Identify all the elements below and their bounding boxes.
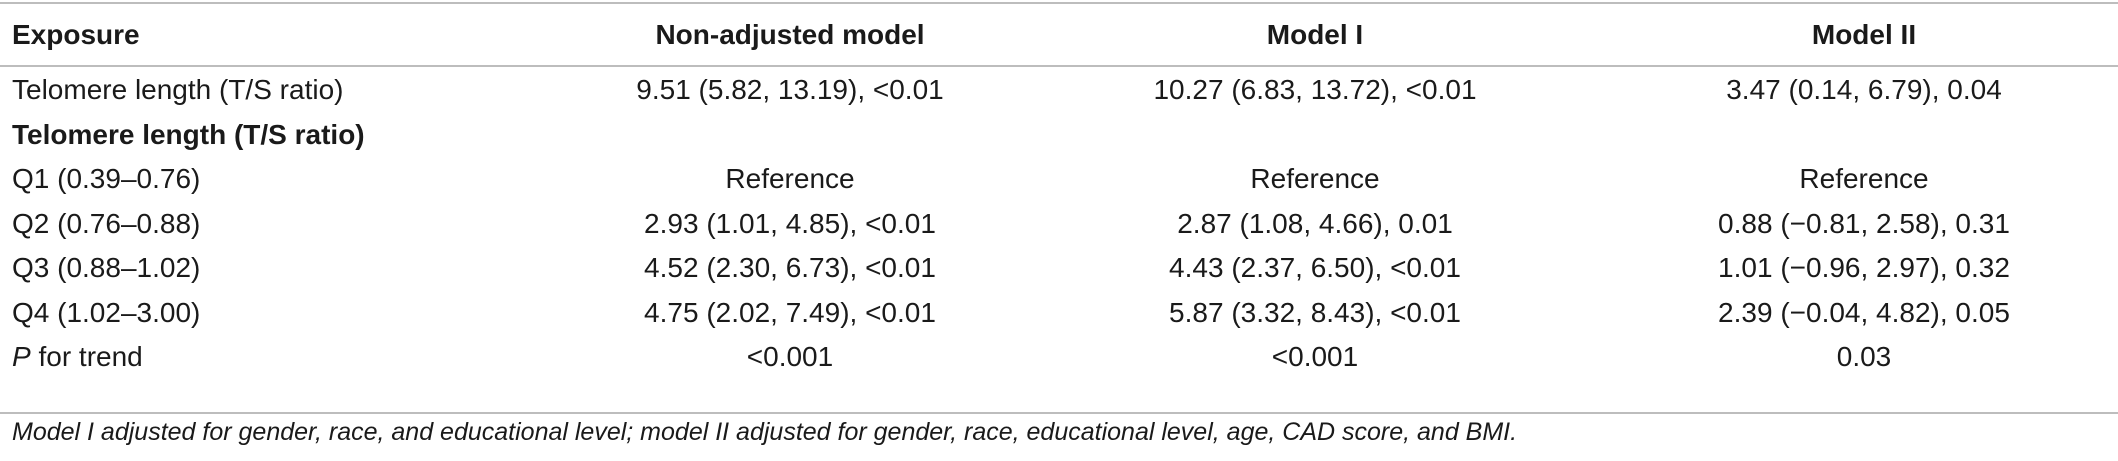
row-nonadjusted [560, 113, 1020, 158]
table-row: Q3 (0.88–1.02) 4.52 (2.30, 6.73), <0.01 … [0, 246, 2118, 291]
header-nonadjusted: Non-adjusted model [655, 19, 925, 50]
row-exposure: Telomere length (T/S ratio) [12, 74, 344, 106]
row-model1: 5.87 (3.32, 8.43), <0.01 [1169, 296, 1461, 328]
header-row: Exposure Non-adjusted model Model I Mode… [0, 5, 2118, 65]
header-exposure: Exposure [12, 19, 140, 50]
row-nonadjusted: 4.75 (2.02, 7.49), <0.01 [644, 296, 936, 328]
row-model2: 0.03 [1836, 341, 1892, 373]
row-model2: 3.47 (0.14, 6.79), 0.04 [1726, 74, 2002, 106]
header-model2: Model II [1811, 19, 1917, 50]
row-nonadjusted: 4.52 (2.30, 6.73), <0.01 [644, 252, 936, 284]
table-row: P for trend <0.001 <0.001 0.03 [0, 335, 2118, 380]
table-footnote: Model I adjusted for gender, race, and e… [12, 418, 1518, 446]
row-nonadjusted: 9.51 (5.82, 13.19), <0.01 [636, 74, 944, 106]
row-model2: Reference [1799, 163, 1929, 195]
row-model2: 0.88 (−0.81, 2.58), 0.31 [1718, 207, 2010, 239]
row-model1: 10.27 (6.83, 13.72), <0.01 [1153, 74, 1477, 106]
row-model1 [1020, 113, 1610, 158]
row-model2: 1.01 (−0.96, 2.97), 0.32 [1718, 252, 2010, 284]
section-row: Telomere length (T/S ratio) [0, 113, 2118, 158]
header-rule [0, 65, 2118, 67]
row-nonadjusted: <0.001 [746, 341, 834, 373]
row-exposure: Q3 (0.88–1.02) [12, 252, 201, 284]
row-model2: 2.39 (−0.04, 4.82), 0.05 [1718, 296, 2010, 328]
bottom-rule [0, 412, 2118, 414]
p-symbol: P [12, 341, 31, 373]
top-rule [0, 2, 2118, 4]
table-row: Q2 (0.76–0.88) 2.93 (1.01, 4.85), <0.01 … [0, 202, 2118, 247]
row-model2 [1610, 113, 2118, 158]
table-row: Telomere length (T/S ratio) 9.51 (5.82, … [0, 65, 2118, 113]
table-row: Q1 (0.39–0.76) Reference Reference Refer… [0, 157, 2118, 202]
row-nonadjusted: Reference [725, 163, 855, 195]
row-model1: Reference [1250, 163, 1380, 195]
header-model1: Model I [1266, 19, 1364, 50]
results-table: Exposure Non-adjusted model Model I Mode… [0, 5, 2118, 380]
row-exposure: Q2 (0.76–0.88) [12, 207, 201, 239]
row-exposure: P for trend [0, 335, 560, 380]
row-exposure: Q4 (1.02–3.00) [12, 296, 201, 328]
row-model1: <0.001 [1271, 341, 1359, 373]
table-row: Q4 (1.02–3.00) 4.75 (2.02, 7.49), <0.01 … [0, 291, 2118, 336]
section-label: Telomere length (T/S ratio) [12, 118, 365, 150]
row-nonadjusted: 2.93 (1.01, 4.85), <0.01 [644, 207, 936, 239]
row-model1: 4.43 (2.37, 6.50), <0.01 [1169, 252, 1461, 284]
p-trend-label: for trend [30, 341, 143, 373]
row-exposure: Q1 (0.39–0.76) [12, 163, 201, 195]
row-model1: 2.87 (1.08, 4.66), 0.01 [1177, 207, 1453, 239]
